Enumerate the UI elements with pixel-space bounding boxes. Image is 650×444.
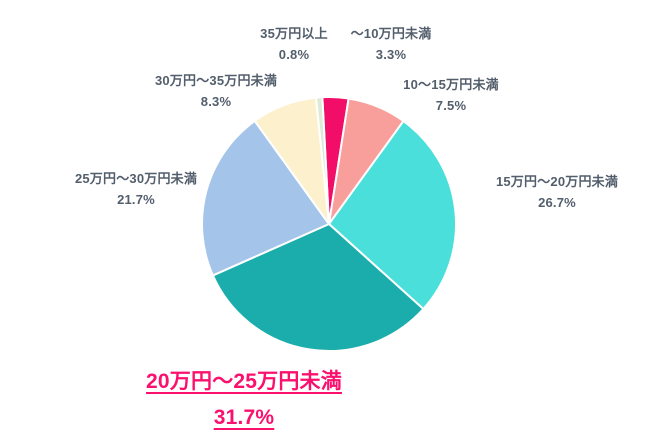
pie-label-text: 35万円以上 xyxy=(260,26,328,41)
pie-label-value: 21.7% xyxy=(117,192,155,207)
pie-label-30-35man: 30万円～35万円未満 8.3% xyxy=(155,70,277,112)
pie-slice-3 xyxy=(211,223,425,352)
pie-label-text: 20万円～25万円未満 xyxy=(146,370,342,393)
pie-label-value: 0.8% xyxy=(278,47,310,62)
pie-label-15-20man: 15万円～20万円未満 26.7% xyxy=(496,171,618,213)
pie-label-text: 10～15万円未満 xyxy=(403,77,499,92)
pie-label-25-30man: 25万円～30万円未満 21.7% xyxy=(75,168,197,210)
pie-label-value: 8.3% xyxy=(200,94,232,109)
pie-label-value: 3.3% xyxy=(375,47,407,62)
pie-label-35man-plus: 35万円以上 0.8% xyxy=(260,23,328,65)
pie-label-text: 30万円～35万円未満 xyxy=(154,73,278,88)
pie-label-under-10man: ～10万円未満 3.3% xyxy=(351,23,432,65)
pie-label-text: 15万円～20万円未満 xyxy=(495,174,619,189)
pie-slice-6 xyxy=(314,96,330,225)
pie-slice-4 xyxy=(201,119,330,277)
pie-slice-2 xyxy=(328,120,457,310)
pie-label-20-25man-highlighted: 20万円～25万円未満 31.7% xyxy=(146,364,342,436)
pie-label-value: 7.5% xyxy=(435,98,467,113)
pie-label-text: ～10万円未満 xyxy=(350,26,432,41)
pie-label-text: 25万円～30万円未満 xyxy=(74,171,198,186)
pie-label-value: 26.7% xyxy=(538,195,576,210)
pie-label-value: 31.7% xyxy=(213,406,275,429)
pie-label-10-15man: 10～15万円未満 7.5% xyxy=(403,74,499,116)
